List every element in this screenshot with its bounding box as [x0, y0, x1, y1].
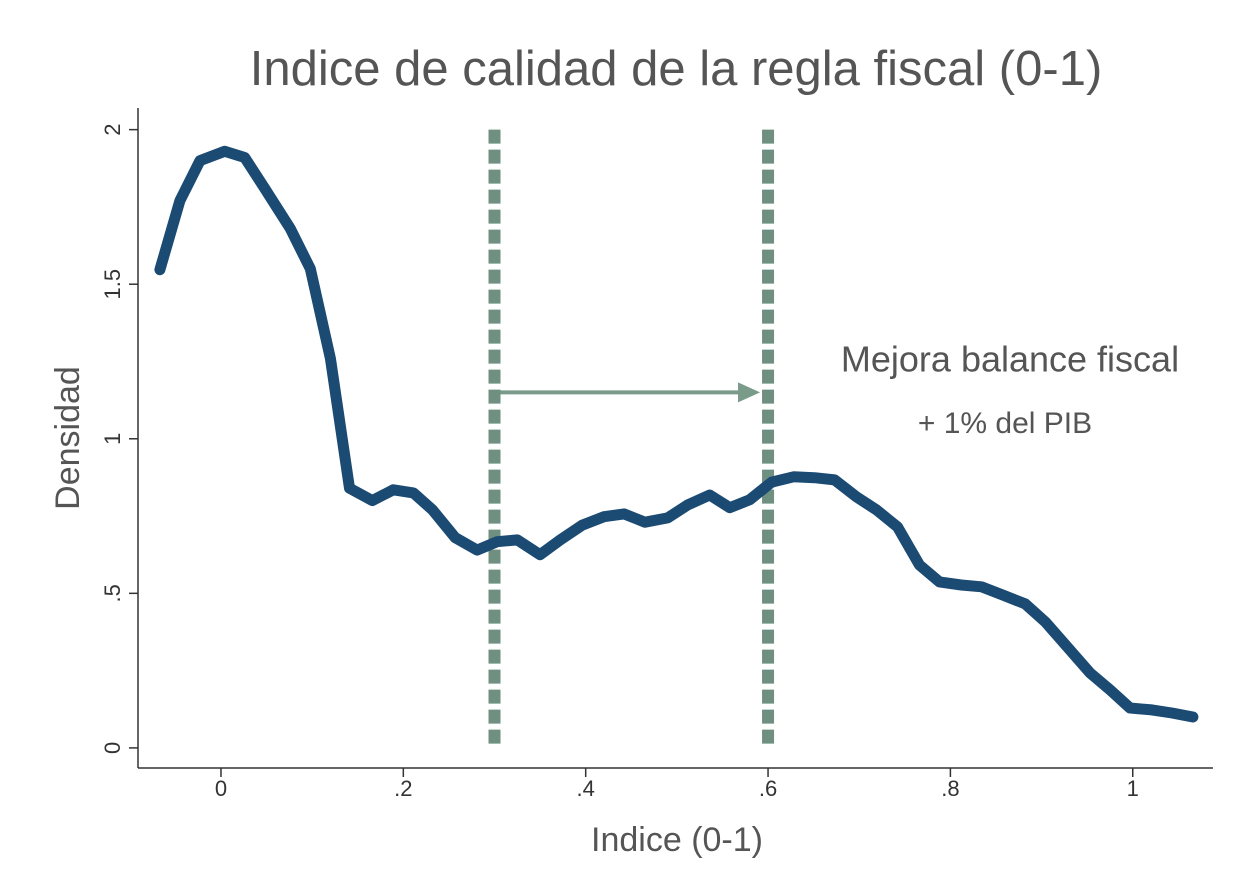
x-tick-label: .6	[759, 776, 777, 801]
x-tick-label: 0	[215, 776, 227, 801]
y-axis-label: Densidad	[49, 366, 87, 510]
annotation: Mejora balance fiscal	[841, 339, 1179, 380]
x-tick-label: .8	[941, 776, 959, 801]
y-tick-label: 1.5	[100, 269, 125, 300]
x-tick-label: 1	[1127, 776, 1139, 801]
arrow-head	[738, 382, 761, 403]
y-tick-label: 2	[100, 124, 125, 136]
density-line	[154, 145, 1199, 723]
x-axis-label: Indice (0-1)	[591, 821, 763, 859]
y-tick-label: 1	[100, 433, 125, 445]
x-tick-label: .4	[577, 776, 595, 801]
x-tick-label: .2	[394, 776, 412, 801]
y-tick-label: .5	[100, 584, 125, 602]
y-tick-label: 0	[100, 742, 125, 754]
annotation: + 1% del PIB	[918, 407, 1092, 440]
chart-title: Indice de calidad de la regla fiscal (0-…	[250, 42, 1103, 96]
